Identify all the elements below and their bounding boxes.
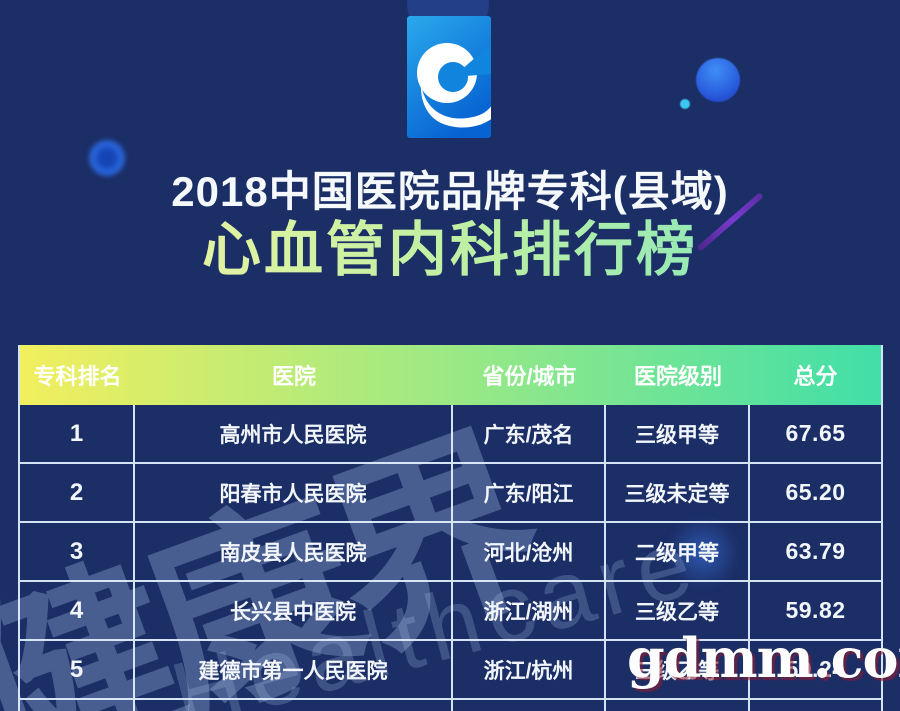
- table-row: 5 建德市第一人民医院 浙江/杭州 三级乙等 59.24: [20, 641, 881, 700]
- table-cell-empty: [606, 700, 750, 711]
- region-cell: 河北/沧州: [453, 523, 606, 580]
- level-cell: 二级甲等: [606, 523, 750, 580]
- rank-cell: 3: [20, 523, 135, 580]
- header-cell-hospital: 医院: [271, 364, 316, 389]
- decor-cell-glow: [666, 516, 740, 590]
- hospital-cell: 建德市第一人民医院: [135, 641, 453, 698]
- decor-cyan-dot: [680, 99, 690, 109]
- level-cell: 三级乙等: [606, 641, 750, 698]
- table-row-partial: [20, 700, 881, 711]
- healthcare-wave-logo-icon: [407, 16, 494, 138]
- header-cell-region: 省份/城市: [482, 364, 577, 389]
- score-cell: 67.65: [785, 420, 846, 446]
- rank-cell: 5: [20, 641, 135, 698]
- table-cell-empty: [453, 700, 606, 711]
- table-cell-empty: [750, 700, 881, 711]
- decor-blue-circle: [696, 58, 740, 102]
- header-cell-score: 总分: [793, 364, 838, 389]
- region-cell: 浙江/湖州: [453, 582, 606, 639]
- level-cell: 三级乙等: [606, 582, 750, 639]
- level-cell: 三级甲等: [606, 405, 750, 462]
- ranking-table: 专科排名 医院 省份/城市 医院级别 总分 1 高州市人民医院 广东/茂名 三级…: [18, 345, 883, 711]
- table-row: 2 阳春市人民医院 广东/阳江 三级未定等 65.20: [20, 464, 881, 523]
- table-cell-empty: [135, 700, 453, 711]
- score-cell: 59.82: [785, 597, 846, 623]
- hospital-cell: 阳春市人民医院: [135, 464, 453, 521]
- rank-cell: 2: [20, 464, 135, 521]
- score-cell: 63.79: [785, 538, 846, 564]
- score-cell: 59.24: [785, 656, 846, 682]
- rank-cell: 1: [20, 405, 135, 462]
- decor-blue-dot: [88, 139, 126, 177]
- region-cell: 广东/阳江: [453, 464, 606, 521]
- table-row: 4 长兴县中医院 浙江/湖州 三级乙等 59.82: [20, 582, 881, 641]
- hospital-cell: 高州市人民医院: [135, 405, 453, 462]
- watermark-site: gdmm.com: [627, 626, 900, 690]
- poster-title: 2018中国医院品牌专科(县域): [171, 168, 729, 215]
- score-cell: 65.20: [785, 479, 846, 505]
- rank-cell: 4: [20, 582, 135, 639]
- header-cell-rank: 专科排名: [33, 364, 122, 389]
- table-header-row: 专科排名 医院 省份/城市 医院级别 总分: [20, 345, 881, 405]
- table-cell-empty: [20, 700, 135, 711]
- level-cell: 三级未定等: [606, 464, 750, 521]
- region-cell: 浙江/杭州: [453, 641, 606, 698]
- poster-subtitle: 心血管内科排行榜: [0, 214, 900, 286]
- table-row: 3 南皮县人民医院 河北/沧州 二级甲等 63.79: [20, 523, 881, 582]
- hospital-cell: 长兴县中医院: [135, 582, 453, 639]
- hospital-cell: 南皮县人民医院: [135, 523, 453, 580]
- table-row: 1 高州市人民医院 广东/茂名 三级甲等 67.65: [20, 405, 881, 464]
- header-cell-level: 医院级别: [633, 364, 722, 389]
- region-cell: 广东/茂名: [453, 405, 606, 462]
